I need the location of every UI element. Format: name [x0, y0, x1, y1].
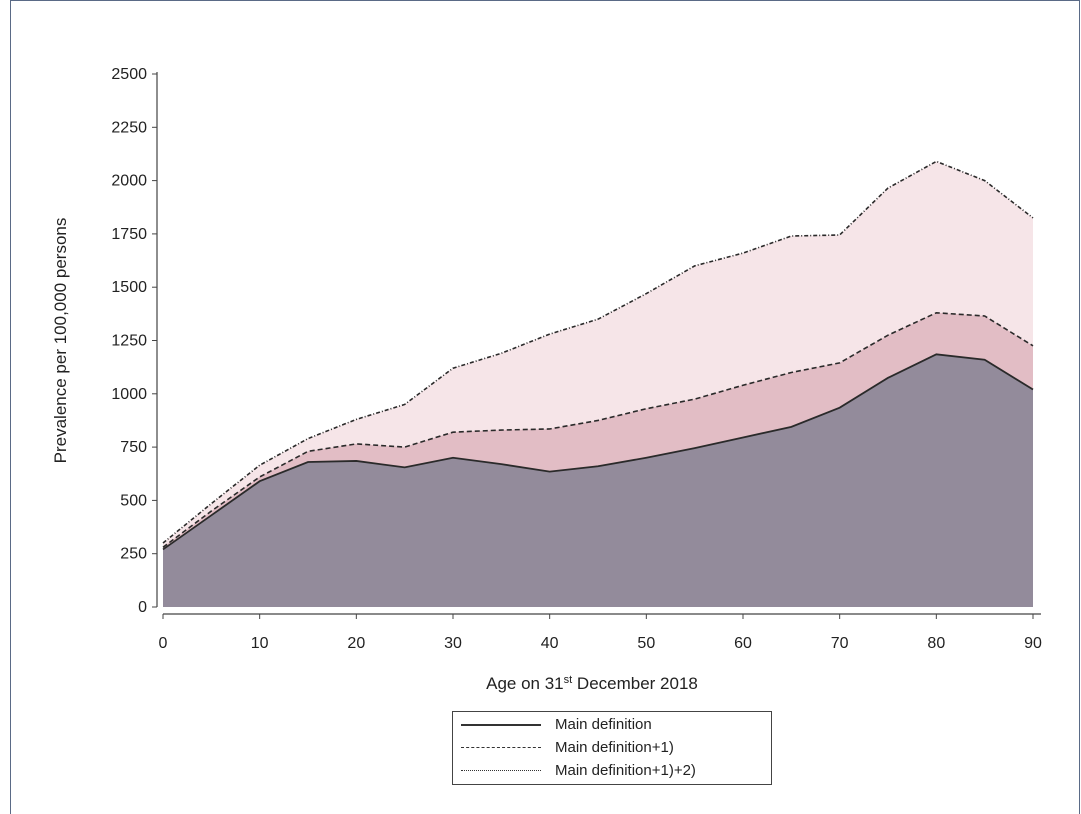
x-tick-label: 20	[347, 635, 365, 652]
x-tick-label: 0	[159, 635, 168, 652]
x-tick-label: 30	[444, 635, 462, 652]
series-line-1	[162, 311, 1034, 548]
x-tick-label: 90	[1024, 635, 1042, 652]
y-tick-label: 2000	[111, 173, 147, 190]
y-axis-label: Prevalence per 100,000 persons	[51, 218, 70, 464]
y-tick-label: 750	[120, 439, 147, 456]
x-tick-label: 60	[734, 635, 752, 652]
legend-entry-main-definition-plus-1: Main definition+1)	[453, 739, 771, 757]
x-tick-label: 80	[927, 635, 945, 652]
y-tick-label: 1000	[111, 386, 147, 403]
legend: Main definition Main definition+1) Main …	[452, 711, 772, 785]
y-tick-label: 500	[120, 492, 147, 509]
x-tick-label: 40	[541, 635, 559, 652]
series-line-2	[162, 160, 1034, 544]
legend-label: Main definition+1)+2)	[555, 762, 696, 779]
y-tick-label: 2250	[111, 119, 147, 136]
x-tick-label: 10	[251, 635, 269, 652]
y-tick-label: 250	[120, 546, 147, 563]
x-tick-label: 50	[637, 635, 655, 652]
y-tick-label: 1500	[111, 279, 147, 296]
legend-label: Main definition	[555, 716, 652, 733]
legend-line-dashdot	[461, 770, 541, 771]
legend-entry-main-definition: Main definition	[453, 716, 771, 734]
x-tick-label: 70	[831, 635, 849, 652]
x-axis-label: Age on 31st December 2018	[486, 674, 698, 693]
y-tick-label: 1250	[111, 333, 147, 350]
chart-frame	[10, 0, 1080, 814]
y-tick-label: 2500	[111, 66, 147, 83]
legend-line-dashed	[461, 747, 541, 748]
legend-entry-main-definition-plus-1-2: Main definition+1)+2)	[453, 762, 771, 780]
legend-label: Main definition+1)	[555, 739, 674, 756]
y-tick-label: 1750	[111, 226, 147, 243]
legend-line-solid	[461, 724, 541, 726]
series-line-0	[162, 353, 1034, 551]
y-tick-label: 0	[138, 599, 147, 616]
